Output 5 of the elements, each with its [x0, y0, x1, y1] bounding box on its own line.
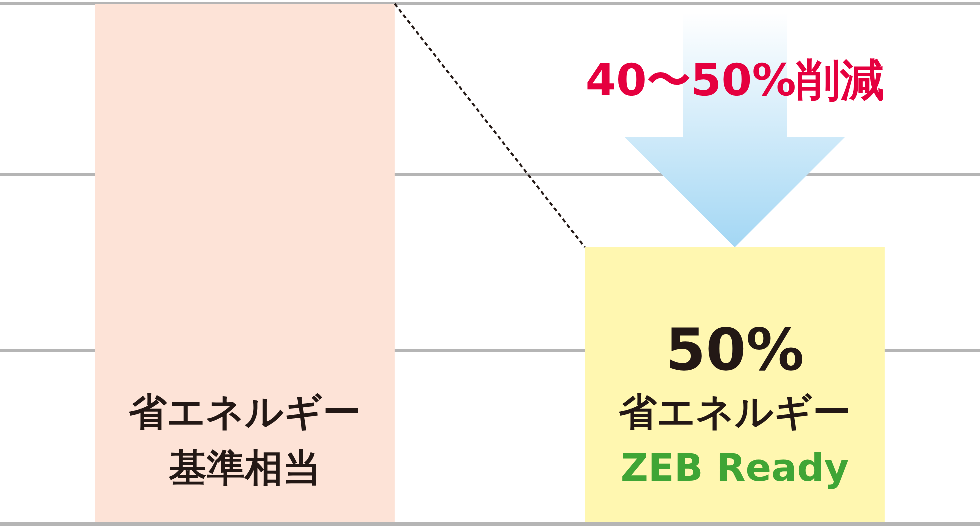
annotation: 40〜50%削減 — [586, 55, 884, 106]
x-tick-label: 省エネルギー — [619, 389, 851, 436]
annotation: 50% — [666, 316, 804, 384]
x-tick-label: 省エネルギー基準相当 — [128, 389, 362, 492]
annotation: ZEB Ready — [620, 445, 850, 492]
